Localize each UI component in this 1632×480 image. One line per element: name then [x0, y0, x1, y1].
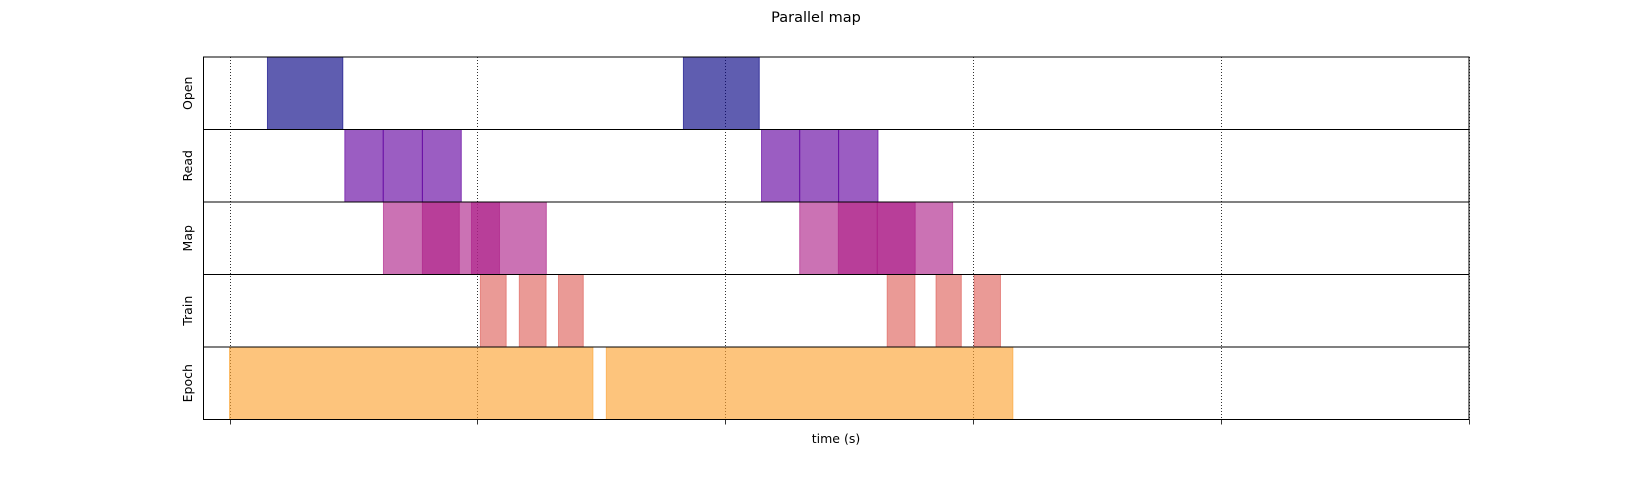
map-bar: [470, 201, 547, 275]
row-label-epoch: Epoch: [180, 364, 195, 402]
row-frames: [203, 56, 1470, 420]
chart-title: Parallel map: [771, 10, 861, 26]
train-bar: [518, 274, 547, 348]
map-bar: [876, 201, 954, 275]
read-bar: [838, 129, 879, 203]
train-bar: [973, 274, 1001, 348]
open-bar: [266, 56, 344, 130]
row-label-open: Open: [180, 77, 195, 110]
train-bar: [886, 274, 916, 348]
open-bar: [682, 56, 760, 130]
read-bar: [344, 129, 384, 203]
epoch-row-frame: [203, 346, 1470, 420]
train-bar: [935, 274, 962, 348]
epoch-bar: [229, 346, 594, 420]
x-ticks: [230, 419, 1470, 425]
open-row-frame: [203, 56, 1470, 130]
row-label-map: Map: [180, 225, 195, 251]
read-bar: [382, 129, 423, 203]
train-bar: [557, 274, 584, 348]
read-bar: [799, 129, 840, 203]
row-labels: Open Read Map Train Epoch: [180, 77, 195, 403]
x-axis-label: time (s): [812, 431, 860, 446]
bars: [229, 56, 1014, 420]
read-bar: [761, 129, 801, 203]
epoch-bar: [605, 346, 1014, 420]
row-label-train: Train: [180, 296, 195, 327]
train-row-frame: [203, 274, 1470, 348]
read-bar: [421, 129, 462, 203]
train-bar: [479, 274, 507, 348]
row-label-read: Read: [180, 150, 195, 181]
